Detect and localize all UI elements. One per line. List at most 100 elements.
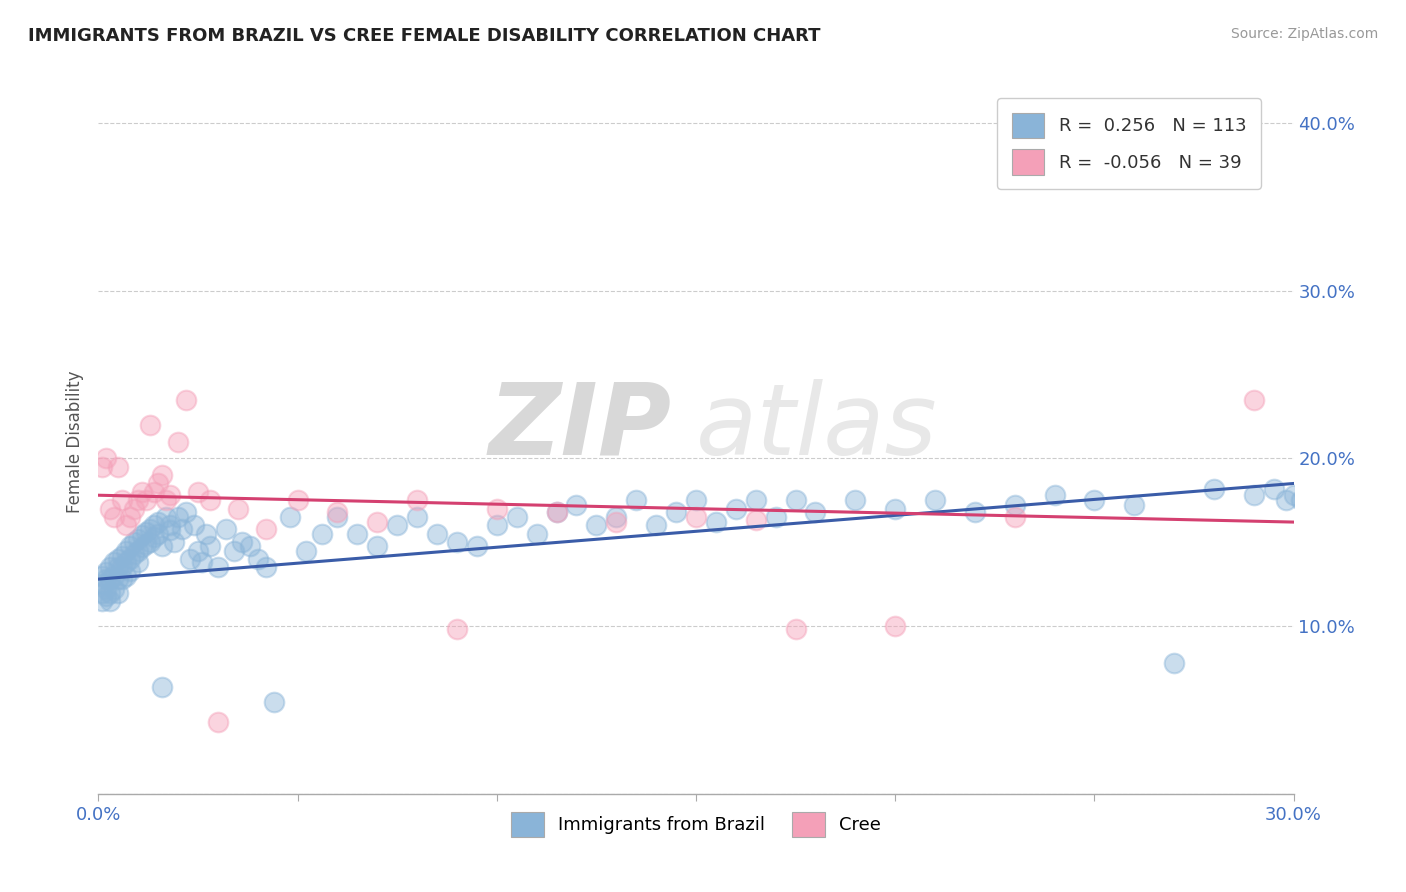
Point — [745, 493, 768, 508]
Point — [1302, 488, 1324, 502]
Point — [1243, 488, 1265, 502]
Point — [645, 518, 668, 533]
Point — [96, 451, 118, 466]
Point — [239, 539, 262, 553]
Point — [111, 549, 134, 563]
Point — [844, 493, 866, 508]
Point — [124, 501, 146, 516]
Point — [446, 535, 468, 549]
Point — [91, 594, 114, 608]
Point — [174, 505, 197, 519]
Point — [665, 505, 688, 519]
Point — [172, 522, 194, 536]
Point — [198, 493, 221, 508]
Text: Source: ZipAtlas.com: Source: ZipAtlas.com — [1230, 27, 1378, 41]
Point — [163, 535, 186, 549]
Point — [159, 518, 181, 533]
Point — [263, 695, 285, 709]
Point — [115, 555, 138, 569]
Point — [385, 518, 409, 533]
Point — [311, 526, 333, 541]
Point — [1004, 510, 1026, 524]
Point — [148, 526, 170, 541]
Point — [103, 582, 125, 597]
Legend: Immigrants from Brazil, Cree: Immigrants from Brazil, Cree — [496, 797, 896, 852]
Point — [506, 510, 529, 524]
Point — [91, 459, 114, 474]
Point — [246, 552, 269, 566]
Point — [1322, 488, 1344, 502]
Point — [605, 515, 627, 529]
Point — [107, 560, 129, 574]
Point — [155, 510, 177, 524]
Point — [1263, 482, 1285, 496]
Point — [183, 518, 205, 533]
Point — [91, 585, 114, 599]
Point — [98, 585, 122, 599]
Point — [346, 526, 368, 541]
Point — [785, 493, 807, 508]
Point — [804, 505, 827, 519]
Point — [103, 568, 125, 582]
Point — [148, 515, 170, 529]
Point — [785, 623, 807, 637]
Point — [96, 589, 118, 603]
Point — [103, 510, 125, 524]
Point — [120, 539, 142, 553]
Point — [150, 539, 173, 553]
Point — [254, 522, 277, 536]
Point — [139, 535, 162, 549]
Point — [426, 526, 449, 541]
Point — [526, 526, 548, 541]
Point — [159, 524, 181, 538]
Point — [294, 543, 316, 558]
Point — [465, 539, 488, 553]
Point — [135, 493, 157, 508]
Point — [143, 530, 166, 544]
Point — [159, 488, 181, 502]
Point — [167, 434, 190, 449]
Point — [150, 468, 173, 483]
Point — [139, 522, 162, 536]
Point — [1343, 484, 1365, 499]
Point — [1083, 493, 1105, 508]
Point — [143, 518, 166, 533]
Point — [1202, 482, 1225, 496]
Point — [884, 501, 907, 516]
Point — [254, 560, 277, 574]
Point — [131, 484, 153, 499]
Point — [120, 564, 142, 578]
Point — [98, 560, 122, 574]
Point — [195, 526, 218, 541]
Point — [406, 493, 429, 508]
Point — [1315, 482, 1337, 496]
Point — [485, 518, 508, 533]
Point — [366, 539, 388, 553]
Point — [963, 505, 986, 519]
Point — [91, 577, 114, 591]
Point — [111, 572, 134, 586]
Point — [111, 560, 134, 574]
Point — [685, 510, 707, 524]
Point — [127, 555, 149, 569]
Point — [127, 543, 149, 558]
Point — [546, 505, 568, 519]
Point — [107, 585, 129, 599]
Point — [1163, 656, 1185, 670]
Point — [91, 568, 114, 582]
Point — [139, 417, 162, 432]
Text: atlas: atlas — [696, 379, 938, 476]
Point — [626, 493, 648, 508]
Point — [124, 535, 146, 549]
Point — [546, 505, 568, 519]
Point — [1243, 392, 1265, 407]
Point — [96, 566, 118, 580]
Point — [605, 510, 627, 524]
Point — [107, 552, 129, 566]
Point — [98, 501, 122, 516]
Point — [131, 541, 153, 555]
Point — [222, 543, 245, 558]
Point — [120, 510, 142, 524]
Point — [924, 493, 946, 508]
Point — [124, 547, 146, 561]
